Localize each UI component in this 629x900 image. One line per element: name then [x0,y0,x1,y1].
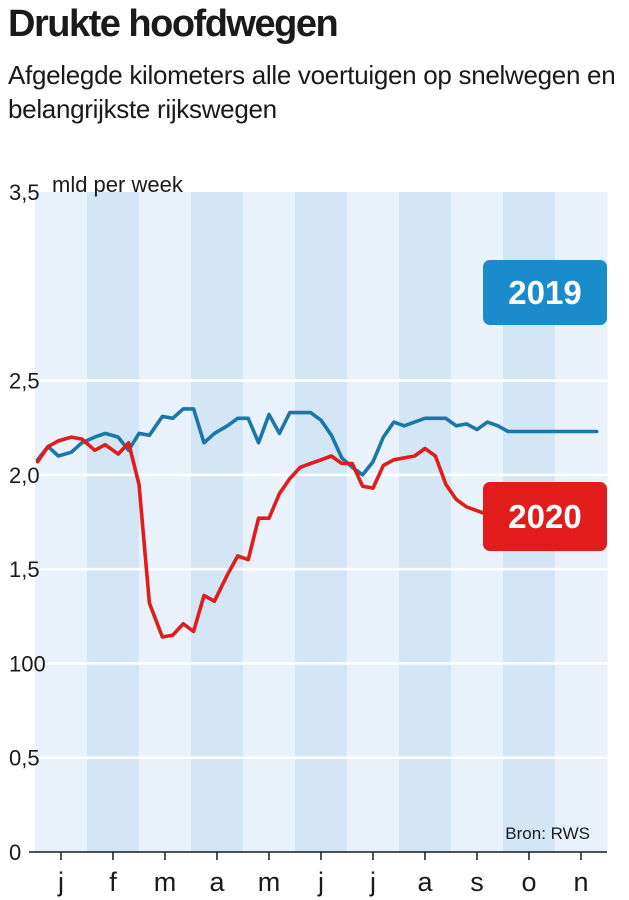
x-tick-label: n [573,867,588,897]
legend-2020: 2020 [483,482,607,551]
series-line-2019 [35,407,599,477]
x-tick-label: a [209,867,225,897]
y-tick-label: 100 [9,651,46,676]
x-tick-label: j [57,867,64,897]
badge-2020 [483,482,607,551]
month-band [139,192,192,852]
badge-2019-label: 2019 [508,274,581,311]
y-tick-label: 0,5 [9,746,40,771]
badge-2019 [483,260,607,325]
y-unit-label: mld per week [52,172,184,197]
source-label: Bron: RWS [505,824,590,843]
y-tick-labels: 0 0,5 100 1,5 2,0 2,5 3,5 [9,180,46,865]
y-tick-label: 3,5 [9,180,40,205]
y-tick-label: 2,0 [9,463,40,488]
y-tick-label: 0 [9,840,21,865]
y-tick-label: 2,5 [9,369,40,394]
badge-2020-label: 2020 [508,498,581,535]
x-tick-label: j [317,867,324,897]
month-band [35,192,88,852]
y-tick-label: 1,5 [9,557,40,582]
legend-2019: 2019 [483,260,607,325]
month-band [295,192,348,852]
x-tick-label: s [470,867,484,897]
x-tick-label: o [521,867,536,897]
month-band [347,192,400,852]
chart-subtitle: Afgelegde kilometers alle voertuigen op … [8,60,616,124]
x-tick-label: a [417,867,433,897]
month-bands [35,192,608,852]
month-band [87,192,140,852]
x-tick-label: j [369,867,376,897]
gridlines [29,379,607,853]
chart-title: Drukte hoofdwegen [8,3,339,45]
x-tick-label: m [154,867,177,897]
x-tick-label: m [258,867,281,897]
x-tick-label: f [109,867,117,897]
month-band [243,192,296,852]
month-band [191,192,244,852]
month-band [399,192,452,852]
